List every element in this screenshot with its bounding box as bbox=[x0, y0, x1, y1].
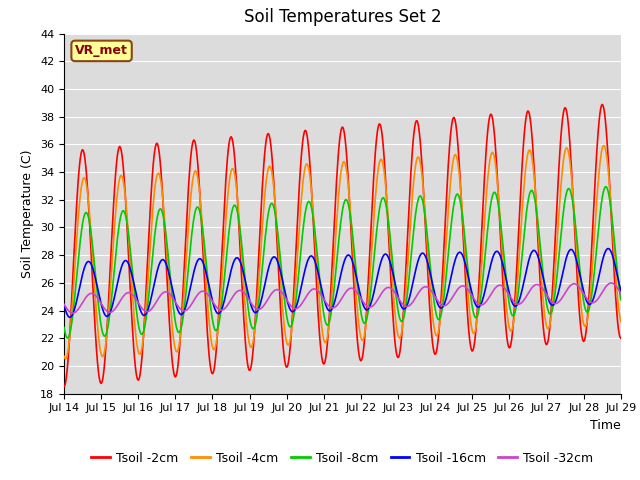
Tsoil -2cm bbox=[617, 336, 625, 341]
Line: Tsoil -2cm: Tsoil -2cm bbox=[64, 105, 621, 387]
Tsoil -16cm bbox=[71, 305, 79, 311]
Tsoil -8cm bbox=[411, 217, 419, 223]
Tsoil -2cm bbox=[598, 102, 606, 108]
Tsoil -4cm bbox=[185, 220, 193, 226]
Tsoil -16cm bbox=[411, 271, 419, 277]
X-axis label: Time: Time bbox=[590, 419, 621, 432]
Line: Tsoil -8cm: Tsoil -8cm bbox=[64, 187, 621, 338]
Tsoil -4cm bbox=[128, 288, 136, 293]
Tsoil -8cm bbox=[128, 266, 136, 272]
Tsoil -2cm bbox=[184, 193, 192, 199]
Tsoil -16cm bbox=[428, 274, 435, 280]
Y-axis label: Soil Temperature (C): Soil Temperature (C) bbox=[22, 149, 35, 278]
Tsoil -8cm bbox=[71, 293, 79, 299]
Tsoil -8cm bbox=[602, 184, 610, 190]
Tsoil -2cm bbox=[214, 333, 221, 339]
Line: Tsoil -4cm: Tsoil -4cm bbox=[64, 145, 621, 359]
Tsoil -4cm bbox=[60, 353, 68, 359]
Tsoil -4cm bbox=[214, 325, 222, 331]
Tsoil -4cm bbox=[600, 143, 607, 148]
Line: Tsoil -32cm: Tsoil -32cm bbox=[64, 283, 621, 313]
Tsoil -4cm bbox=[617, 319, 625, 324]
Tsoil -16cm bbox=[185, 292, 193, 298]
Tsoil -16cm bbox=[617, 288, 625, 294]
Tsoil -16cm bbox=[605, 246, 612, 252]
Tsoil -2cm bbox=[60, 384, 68, 390]
Tsoil -16cm bbox=[60, 302, 68, 308]
Legend: Tsoil -2cm, Tsoil -4cm, Tsoil -8cm, Tsoil -16cm, Tsoil -32cm: Tsoil -2cm, Tsoil -4cm, Tsoil -8cm, Tsoi… bbox=[86, 447, 598, 469]
Tsoil -32cm bbox=[214, 306, 222, 312]
Tsoil -2cm bbox=[70, 250, 78, 255]
Tsoil -16cm bbox=[214, 311, 222, 316]
Tsoil -32cm bbox=[68, 310, 76, 316]
Tsoil -4cm bbox=[61, 356, 69, 362]
Tsoil -4cm bbox=[71, 264, 79, 270]
Tsoil -32cm bbox=[71, 310, 79, 315]
Tsoil -32cm bbox=[60, 301, 68, 307]
Tsoil -32cm bbox=[411, 296, 419, 302]
Tsoil -2cm bbox=[127, 307, 135, 313]
Tsoil -8cm bbox=[64, 335, 72, 341]
Tsoil -16cm bbox=[128, 273, 136, 278]
Title: Soil Temperatures Set 2: Soil Temperatures Set 2 bbox=[244, 9, 441, 26]
Line: Tsoil -16cm: Tsoil -16cm bbox=[64, 249, 621, 317]
Tsoil -4cm bbox=[428, 296, 435, 301]
Tsoil -8cm bbox=[185, 262, 193, 267]
Tsoil -32cm bbox=[607, 280, 615, 286]
Tsoil -8cm bbox=[617, 297, 625, 302]
Tsoil -32cm bbox=[617, 290, 625, 296]
Tsoil -32cm bbox=[185, 305, 193, 311]
Tsoil -32cm bbox=[128, 291, 136, 297]
Tsoil -8cm bbox=[428, 272, 435, 277]
Tsoil -2cm bbox=[426, 313, 434, 319]
Tsoil -16cm bbox=[67, 314, 74, 320]
Text: VR_met: VR_met bbox=[75, 44, 128, 58]
Tsoil -2cm bbox=[410, 129, 418, 135]
Tsoil -32cm bbox=[428, 288, 435, 293]
Tsoil -8cm bbox=[60, 324, 68, 330]
Tsoil -4cm bbox=[411, 168, 419, 174]
Tsoil -8cm bbox=[214, 324, 222, 330]
